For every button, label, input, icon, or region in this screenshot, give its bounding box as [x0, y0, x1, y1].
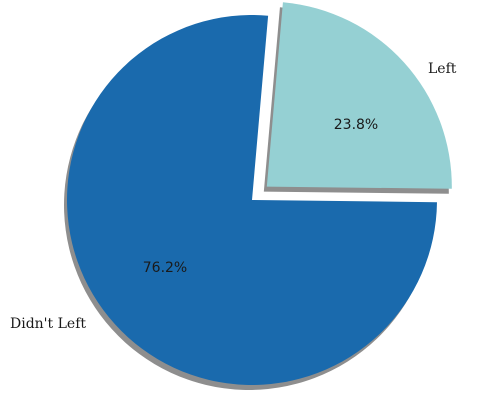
- pie-slice-didn-t-left: [67, 14, 437, 385]
- slice-label-didnt-left: Didn't Left: [10, 316, 86, 332]
- percent-label-left: 23.8%: [334, 117, 378, 133]
- slice-label-left: Left: [428, 61, 457, 77]
- pie-slices: [67, 2, 452, 385]
- pie-slice-left: [266, 2, 452, 189]
- percent-label-didnt-left: 76.2%: [143, 260, 187, 276]
